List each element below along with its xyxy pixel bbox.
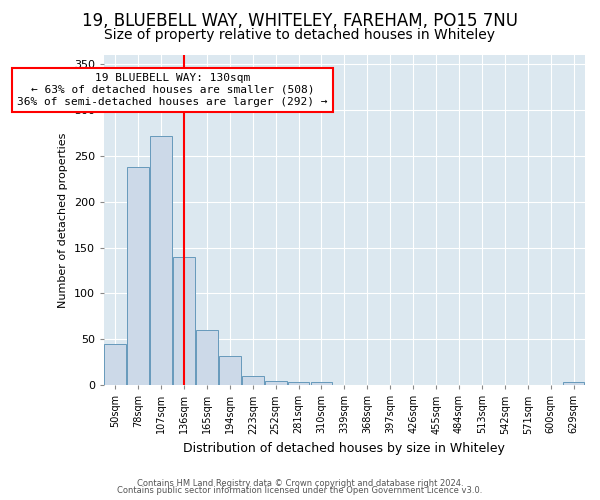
Bar <box>242 376 263 385</box>
Bar <box>311 382 332 385</box>
X-axis label: Distribution of detached houses by size in Whiteley: Distribution of detached houses by size … <box>184 442 505 455</box>
Text: Contains public sector information licensed under the Open Government Licence v3: Contains public sector information licen… <box>118 486 482 495</box>
Bar <box>563 382 584 385</box>
Bar <box>265 380 287 385</box>
Bar <box>196 330 218 385</box>
Y-axis label: Number of detached properties: Number of detached properties <box>58 132 68 308</box>
Text: 19, BLUEBELL WAY, WHITELEY, FAREHAM, PO15 7NU: 19, BLUEBELL WAY, WHITELEY, FAREHAM, PO1… <box>82 12 518 30</box>
Text: Contains HM Land Registry data © Crown copyright and database right 2024.: Contains HM Land Registry data © Crown c… <box>137 478 463 488</box>
Bar <box>104 344 126 385</box>
Bar <box>150 136 172 385</box>
Text: 19 BLUEBELL WAY: 130sqm
← 63% of detached houses are smaller (508)
36% of semi-d: 19 BLUEBELL WAY: 130sqm ← 63% of detache… <box>17 74 328 106</box>
Bar <box>288 382 310 385</box>
Bar <box>127 167 149 385</box>
Bar <box>173 257 195 385</box>
Text: Size of property relative to detached houses in Whiteley: Size of property relative to detached ho… <box>104 28 496 42</box>
Bar <box>219 356 241 385</box>
